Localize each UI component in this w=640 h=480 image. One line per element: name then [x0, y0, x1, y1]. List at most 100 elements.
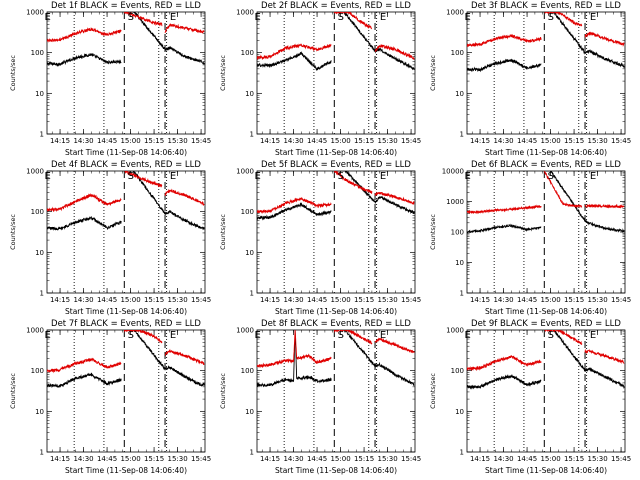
y-axis-label: Counts/sec: [219, 214, 227, 250]
interval-marker-label: E: [170, 12, 176, 23]
x-tick-label: 15:30: [587, 455, 607, 463]
x-tick-label: 14:45: [307, 296, 327, 304]
x-tick-label: 15:30: [587, 137, 607, 145]
x-tick-label: 14:30: [283, 296, 303, 304]
x-tick-label: 15:15: [354, 137, 374, 145]
chart-panel: Det 7f BLACK = Events, RED = LLD Counts/s…: [9, 319, 211, 475]
x-tick-label: 15:30: [377, 296, 397, 304]
y-tick-label: 100: [31, 208, 44, 216]
lld-series-line: [257, 12, 415, 61]
lld-series-line: [257, 330, 415, 369]
y-axis-label: Counts/sec: [219, 373, 227, 409]
lld-series-line: [257, 171, 415, 215]
x-tick-label: 15:15: [144, 296, 164, 304]
x-axis-label: Start Time (11-Sep-08 14:06:40): [275, 148, 397, 157]
chart-panel: Det 8f BLACK = Events, RED = LLD Counts/s…: [219, 319, 421, 475]
x-tick-label: 15:30: [167, 296, 187, 304]
chart-title: Det 2f BLACK = Events, RED = LLD: [261, 1, 411, 11]
y-tick-label: 10: [35, 249, 44, 257]
events-series-line: [467, 330, 625, 390]
x-tick-label: 15:00: [120, 296, 140, 304]
chart-panel: Det 1f BLACK = Events, RED = LLD Counts/s…: [9, 1, 211, 157]
y-axis-label: Counts/sec: [9, 214, 17, 250]
lld-series-line: [467, 12, 625, 48]
interval-marker-label: E: [170, 171, 176, 182]
x-tick-label: 15:00: [330, 455, 350, 463]
events-series-line: [47, 330, 205, 388]
events-series-line: [467, 12, 625, 73]
events-series-line: [467, 171, 625, 235]
interval-marker-label: S: [548, 12, 554, 23]
events-series-line: [257, 330, 415, 388]
x-tick-label: 15:45: [191, 137, 211, 145]
x-axis-label: Start Time (11-Sep-08 14:06:40): [485, 307, 607, 316]
x-tick-label: 14:30: [73, 137, 93, 145]
x-tick-label: 15:45: [611, 137, 631, 145]
y-tick-label: 100: [451, 367, 464, 375]
x-tick-label: 15:45: [611, 455, 631, 463]
chart-panel: Det 9f BLACK = Events, RED = LLD Counts/s…: [429, 319, 631, 475]
interval-marker-label: E: [45, 12, 51, 23]
interval-marker-label: E: [255, 330, 261, 341]
chart-panel: Det 5f BLACK = Events, RED = LLD Counts/s…: [219, 160, 421, 316]
chart-panel: Det 4f BLACK = Events, RED = LLD Counts/s…: [9, 160, 211, 316]
x-tick-label: 14:15: [50, 137, 70, 145]
x-tick-label: 15:15: [564, 296, 584, 304]
x-tick-label: 14:15: [50, 296, 70, 304]
x-tick-label: 14:45: [307, 455, 327, 463]
x-tick-label: 15:15: [354, 455, 374, 463]
interval-marker-label: E: [45, 330, 51, 341]
x-tick-label: 14:15: [260, 137, 280, 145]
x-tick-label: 14:30: [493, 296, 513, 304]
events-series-line: [47, 171, 205, 231]
y-tick-label: 100: [241, 49, 254, 57]
chart-panel: Det 6f BLACK = Events, RED = LLD Counts/s…: [429, 160, 631, 316]
interval-marker-label: E: [465, 330, 471, 341]
chart-title: Det 3f BLACK = Events, RED = LLD: [471, 1, 621, 11]
interval-marker-label: S: [338, 330, 344, 341]
x-tick-label: 15:45: [401, 455, 421, 463]
lld-series-line: [467, 171, 625, 215]
lld-series-line: [467, 330, 625, 372]
y-tick-label: 1000: [26, 9, 44, 17]
y-tick-label: 1000: [446, 198, 464, 206]
interval-marker-label: E: [465, 12, 471, 23]
y-tick-label: 1000: [236, 9, 254, 17]
x-tick-label: 14:15: [470, 296, 490, 304]
chart-title: Det 6f BLACK = Events, RED = LLD: [471, 160, 621, 170]
y-tick-label: 1: [460, 131, 464, 139]
y-tick-label: 10: [455, 408, 464, 416]
y-axis-label: Counts/sec: [9, 55, 17, 91]
interval-marker-label: E: [255, 12, 261, 23]
x-tick-label: 15:45: [611, 296, 631, 304]
chart-title: Det 4f BLACK = Events, RED = LLD: [51, 160, 201, 170]
y-tick-label: 10: [35, 90, 44, 98]
interval-marker-label: S: [128, 12, 134, 23]
interval-marker-label: E: [465, 171, 471, 182]
x-tick-label: 15:15: [354, 296, 374, 304]
chart-title: Det 7f BLACK = Events, RED = LLD: [51, 319, 201, 329]
x-tick-label: 15:30: [377, 137, 397, 145]
y-tick-label: 1000: [446, 9, 464, 17]
x-tick-label: 15:00: [120, 137, 140, 145]
x-tick-label: 14:45: [97, 137, 117, 145]
y-tick-label: 1: [250, 131, 254, 139]
y-tick-label: 1: [40, 290, 44, 298]
interval-marker-label: S: [338, 12, 344, 23]
x-tick-label: 14:15: [260, 455, 280, 463]
x-tick-label: 14:45: [517, 137, 537, 145]
x-tick-label: 14:45: [307, 137, 327, 145]
x-tick-label: 14:30: [493, 137, 513, 145]
x-tick-label: 14:45: [517, 455, 537, 463]
y-tick-label: 100: [241, 367, 254, 375]
lld-series-line: [47, 330, 205, 374]
x-tick-label: 15:15: [144, 137, 164, 145]
y-axis-label: Counts/sec: [429, 214, 437, 250]
y-tick-label: 10000: [442, 168, 464, 176]
y-tick-label: 1000: [26, 327, 44, 335]
chart-panel: Det 3f BLACK = Events, RED = LLD Counts/s…: [429, 1, 631, 157]
interval-marker-label: E: [590, 330, 596, 341]
interval-marker-label: S: [548, 171, 554, 182]
